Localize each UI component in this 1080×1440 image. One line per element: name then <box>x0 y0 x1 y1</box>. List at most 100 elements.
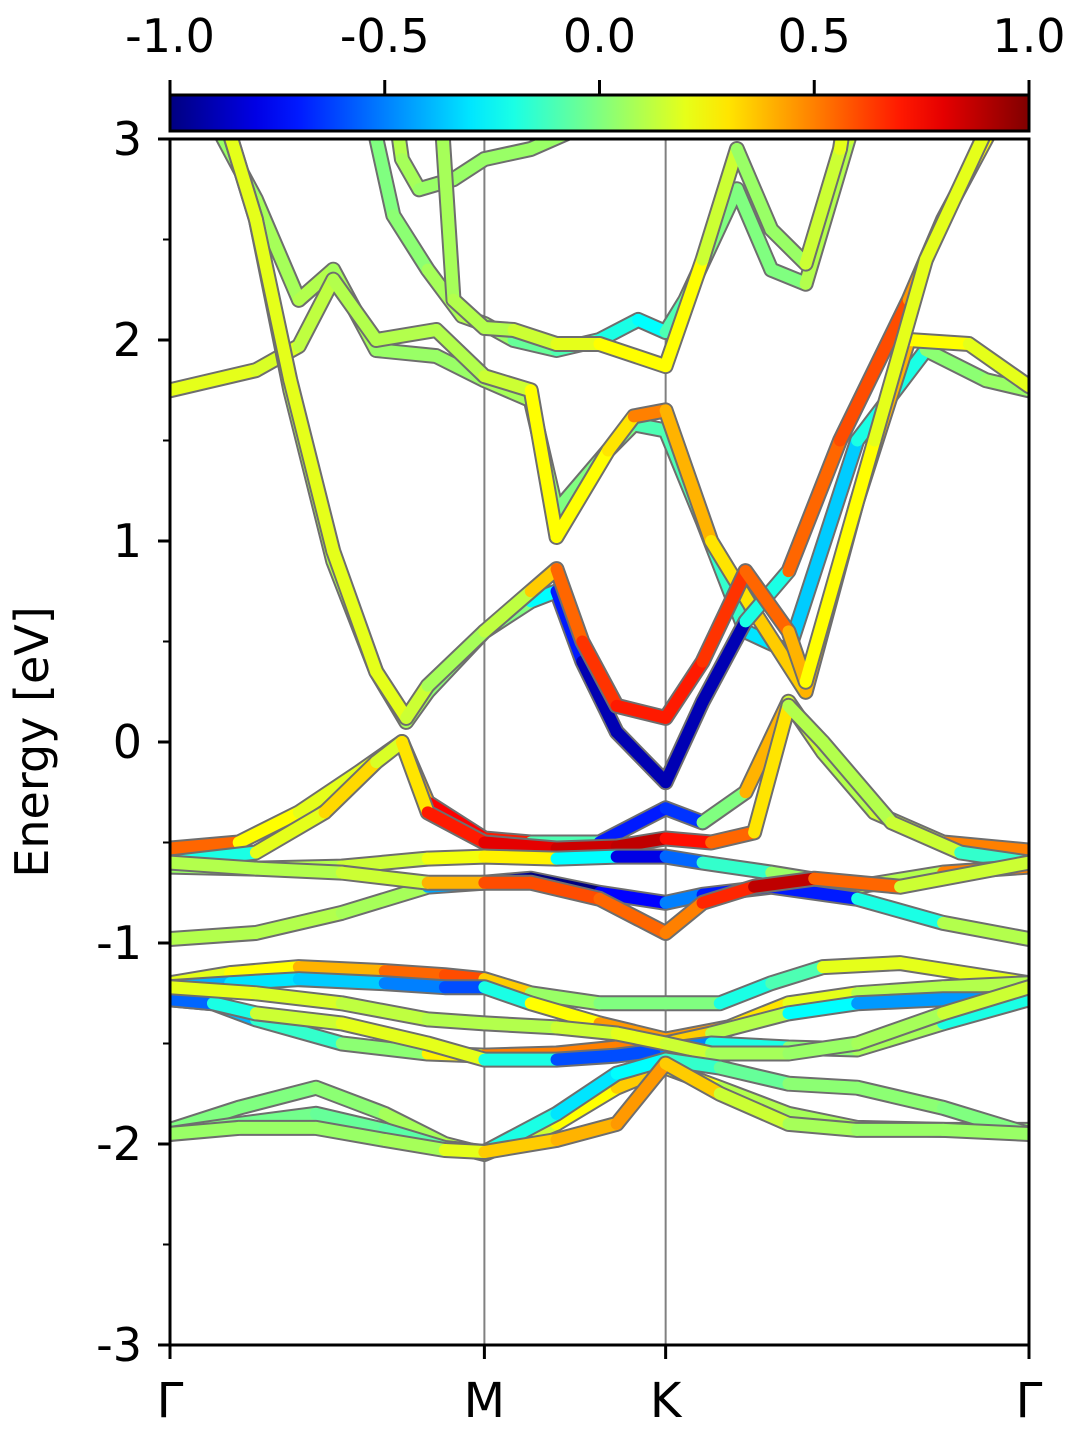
band-segment <box>550 444 615 543</box>
x-tick-label: K <box>650 1373 683 1429</box>
band-segment <box>610 699 672 724</box>
band-segment <box>851 1081 950 1114</box>
band-segment <box>782 1117 864 1136</box>
band-segment <box>696 786 752 829</box>
band-segment <box>937 981 1029 1020</box>
band-segment <box>224 961 305 980</box>
band-segment <box>730 183 778 276</box>
band-segment <box>919 139 989 266</box>
band-segment <box>478 1133 563 1159</box>
band-segment <box>696 143 743 266</box>
band-segment <box>310 1121 391 1146</box>
band-segment <box>851 892 950 929</box>
band-segment <box>696 615 752 708</box>
band-segment <box>782 434 864 658</box>
band-segment <box>478 850 563 865</box>
band-segment <box>713 977 778 1010</box>
band-segment <box>478 143 537 166</box>
band-segment <box>739 565 795 638</box>
band-segment <box>170 981 262 1000</box>
band-segment <box>696 880 761 909</box>
y-axis-label: Energy [eV] <box>5 606 59 877</box>
band-segment <box>421 1037 491 1066</box>
band-segment <box>507 323 563 351</box>
band-segment <box>851 993 950 1010</box>
band-segment <box>937 916 1029 945</box>
colorbar: -1.0 -0.5 0.0 0.5 1.0 <box>125 9 1066 133</box>
band-segment <box>576 635 623 712</box>
band-segment <box>225 139 262 226</box>
band-segment <box>782 997 864 1020</box>
band-segment <box>436 139 460 306</box>
y-tick-label: 1 <box>113 514 142 568</box>
y-axis: -3 -2 -1 0 1 2 3 <box>96 112 170 1372</box>
band-edge <box>170 697 1029 871</box>
band-segment <box>885 816 967 859</box>
band-segment <box>851 1007 950 1050</box>
band-segment <box>335 866 434 889</box>
band-segment <box>249 806 331 859</box>
x-tick-label: Γ <box>1016 1373 1043 1429</box>
band-segment <box>524 384 563 543</box>
band-6 <box>170 697 1029 871</box>
band-segment <box>170 364 262 397</box>
band-segment <box>170 856 262 875</box>
band-segment <box>550 1067 623 1120</box>
band-segment <box>478 836 563 855</box>
band-segment <box>705 1007 795 1040</box>
band-segment <box>421 806 491 849</box>
band-segment <box>318 756 383 819</box>
band-segment <box>696 856 778 879</box>
band-segment <box>524 876 606 905</box>
band-segment <box>902 334 975 351</box>
band-10 <box>170 955 1029 1012</box>
band-segment <box>782 699 829 748</box>
band-segment <box>335 852 434 873</box>
band-segment <box>478 981 537 1010</box>
band-segment <box>816 957 907 974</box>
band-9 <box>170 854 1029 941</box>
band-segment <box>894 856 1029 893</box>
band-segment <box>713 1061 795 1090</box>
band-segment <box>851 981 950 1000</box>
band-segment <box>524 139 569 156</box>
band-segment <box>292 273 340 353</box>
band-segment <box>816 736 898 829</box>
band-segment <box>335 880 434 919</box>
band-segment <box>610 832 672 853</box>
band-segment <box>593 892 672 939</box>
x-tick-label: Γ <box>157 1373 184 1429</box>
band-14 <box>170 979 1029 1062</box>
band-segment <box>327 273 383 346</box>
band-segment <box>808 872 907 893</box>
band-segment <box>550 1021 623 1040</box>
band-segment <box>659 896 709 939</box>
band-segment <box>919 344 993 387</box>
band-segment <box>370 665 413 724</box>
band-segment <box>524 997 606 1030</box>
band-segment <box>249 1007 348 1030</box>
band-segment <box>962 338 1029 393</box>
band-segment <box>249 987 348 1010</box>
band-segment <box>378 965 451 982</box>
band-segment <box>593 313 645 346</box>
band-segment <box>593 802 672 849</box>
band-segment <box>438 1144 491 1159</box>
band-4 <box>222 139 991 726</box>
band-segment <box>232 806 305 849</box>
band-segment <box>370 323 443 346</box>
band-segment <box>447 293 491 334</box>
colorbar-tick-label: -0.5 <box>340 9 430 63</box>
band-segment <box>478 1017 563 1034</box>
colorbar-tick-label: 1.0 <box>992 9 1065 63</box>
band-segment <box>550 563 589 648</box>
band-segment <box>224 973 305 990</box>
band-segment <box>447 153 491 186</box>
y-tick-label: -3 <box>96 1318 142 1372</box>
band-segment <box>610 725 672 789</box>
y-tick-label: -1 <box>96 916 142 970</box>
band-segment <box>782 434 847 578</box>
band-segment <box>206 997 262 1020</box>
